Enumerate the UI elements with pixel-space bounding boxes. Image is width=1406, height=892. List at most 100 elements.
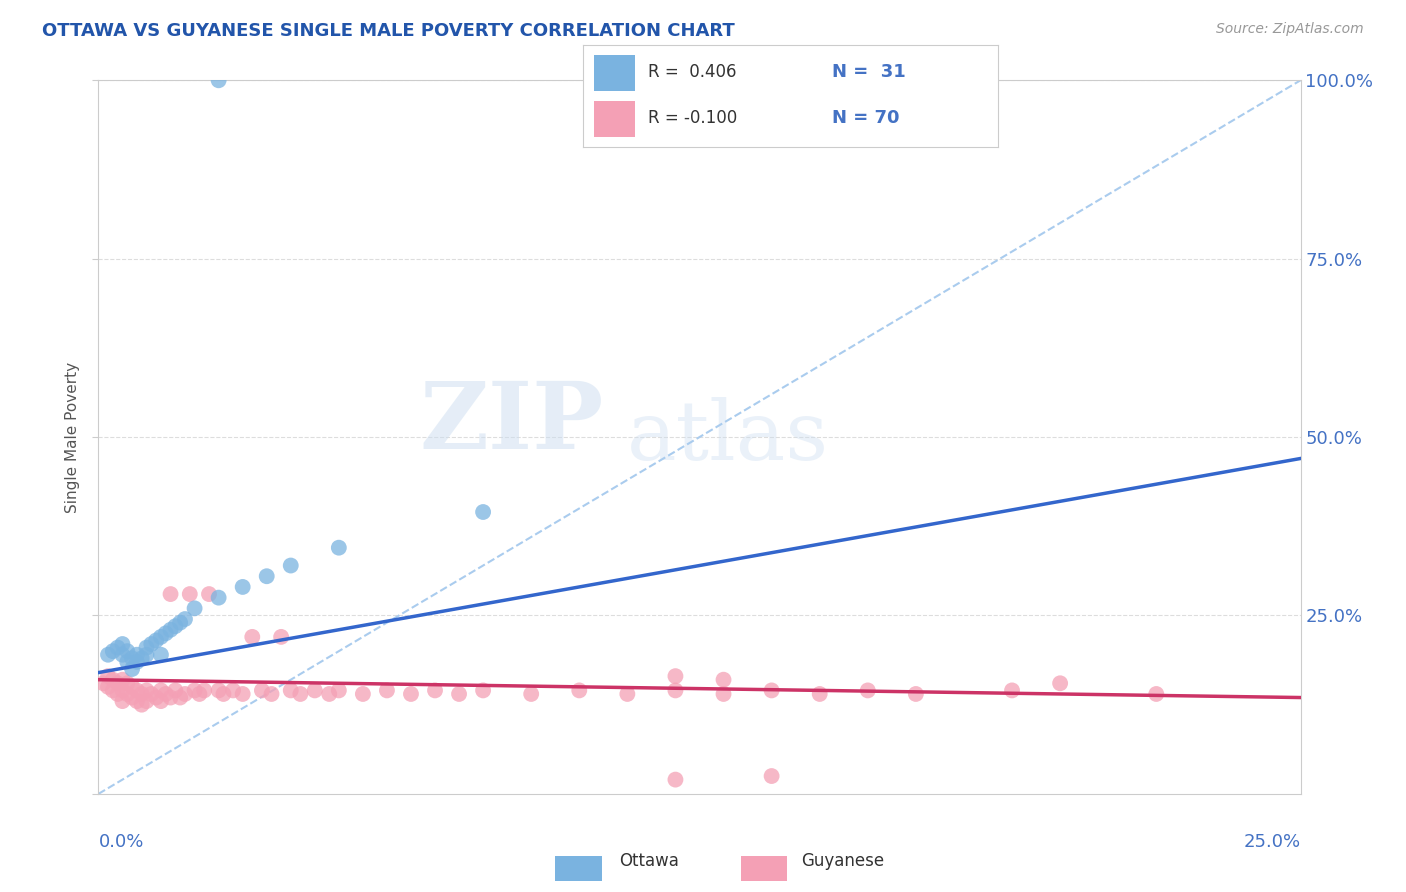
Y-axis label: Single Male Poverty: Single Male Poverty xyxy=(65,361,80,513)
Point xyxy=(664,772,686,787)
Point xyxy=(149,630,172,644)
Point xyxy=(232,580,254,594)
Point xyxy=(107,640,129,655)
Point xyxy=(121,680,143,694)
Point xyxy=(183,683,205,698)
Point xyxy=(111,673,134,687)
Text: OTTAWA VS GUYANESE SINGLE MALE POVERTY CORRELATION CHART: OTTAWA VS GUYANESE SINGLE MALE POVERTY C… xyxy=(42,22,735,40)
Point xyxy=(117,644,139,658)
Point xyxy=(145,690,167,705)
Point xyxy=(399,687,422,701)
Point xyxy=(208,591,231,605)
Point xyxy=(97,648,120,662)
Point xyxy=(141,637,163,651)
Point xyxy=(101,644,124,658)
Text: atlas: atlas xyxy=(627,397,830,477)
Point xyxy=(125,648,148,662)
Point xyxy=(290,687,312,701)
Point xyxy=(447,687,470,701)
Point xyxy=(97,669,120,683)
Point xyxy=(111,637,134,651)
Point xyxy=(260,687,283,701)
Point xyxy=(131,651,153,665)
Point xyxy=(135,640,157,655)
Point xyxy=(188,687,211,701)
Point xyxy=(616,687,638,701)
Point xyxy=(304,683,326,698)
Point xyxy=(125,694,148,708)
Text: 25.0%: 25.0% xyxy=(1243,833,1301,851)
Point xyxy=(208,683,231,698)
Bar xyxy=(593,101,636,137)
Point xyxy=(155,626,177,640)
Point xyxy=(107,676,129,690)
Point xyxy=(165,683,187,698)
Point xyxy=(169,615,191,630)
Point xyxy=(101,673,124,687)
Point xyxy=(212,687,235,701)
Point xyxy=(117,676,139,690)
Text: Guyanese: Guyanese xyxy=(801,852,884,870)
Point xyxy=(761,683,783,698)
Point xyxy=(198,587,221,601)
Point xyxy=(145,633,167,648)
Point xyxy=(149,683,172,698)
Text: R =  0.406: R = 0.406 xyxy=(648,63,737,81)
Point xyxy=(159,690,181,705)
Point xyxy=(91,676,114,690)
Point xyxy=(328,683,350,698)
Point xyxy=(131,698,153,712)
Point xyxy=(97,680,120,694)
Point xyxy=(423,683,446,698)
Point xyxy=(107,687,129,701)
Point xyxy=(328,541,350,555)
Point xyxy=(856,683,879,698)
Point xyxy=(352,687,374,701)
Text: 0.0%: 0.0% xyxy=(98,833,143,851)
Point xyxy=(240,630,263,644)
Point xyxy=(165,619,187,633)
Point xyxy=(472,683,495,698)
Point xyxy=(222,683,245,698)
Text: N =  31: N = 31 xyxy=(832,63,905,81)
Point xyxy=(761,769,783,783)
Point xyxy=(155,687,177,701)
Point xyxy=(904,687,927,701)
Point xyxy=(664,683,686,698)
Point xyxy=(149,648,172,662)
Text: ZIP: ZIP xyxy=(419,378,603,467)
Point xyxy=(149,694,172,708)
Point xyxy=(183,601,205,615)
Point xyxy=(169,690,191,705)
Point xyxy=(141,687,163,701)
Point xyxy=(117,655,139,669)
Point xyxy=(193,683,215,698)
Point xyxy=(111,683,134,698)
Point xyxy=(208,73,231,87)
Point xyxy=(1144,687,1167,701)
Point xyxy=(159,623,181,637)
Point xyxy=(472,505,495,519)
Point xyxy=(111,694,134,708)
Point xyxy=(318,687,340,701)
Point xyxy=(121,662,143,676)
Point xyxy=(121,690,143,705)
Point xyxy=(664,669,686,683)
Point xyxy=(250,683,273,698)
Point xyxy=(1049,676,1071,690)
Point xyxy=(135,683,157,698)
Point xyxy=(135,648,157,662)
Point xyxy=(101,683,124,698)
Point xyxy=(174,687,197,701)
Point xyxy=(159,587,181,601)
Point xyxy=(713,687,735,701)
Point xyxy=(713,673,735,687)
Point xyxy=(375,683,398,698)
Point xyxy=(568,683,591,698)
Point xyxy=(135,694,157,708)
Point xyxy=(280,558,302,573)
Point xyxy=(808,687,831,701)
Point xyxy=(270,630,292,644)
Point xyxy=(111,648,134,662)
Text: R = -0.100: R = -0.100 xyxy=(648,110,737,128)
